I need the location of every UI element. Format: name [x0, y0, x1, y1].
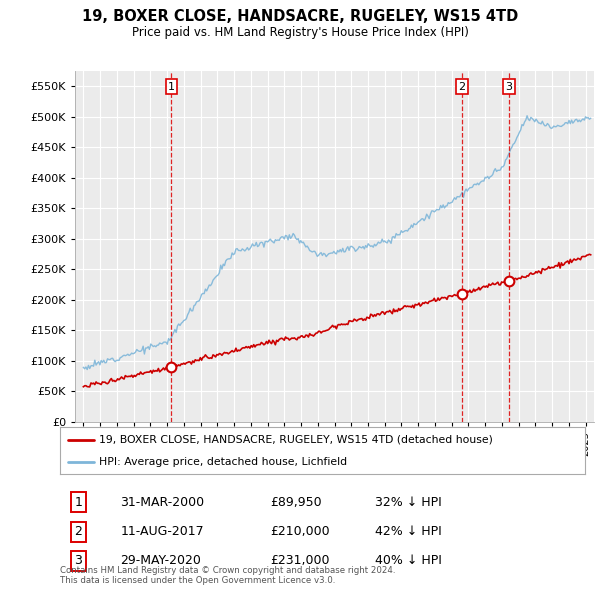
Text: 40% ↓ HPI: 40% ↓ HPI — [375, 555, 442, 568]
Text: Contains HM Land Registry data © Crown copyright and database right 2024.
This d: Contains HM Land Registry data © Crown c… — [60, 566, 395, 585]
Text: 19, BOXER CLOSE, HANDSACRE, RUGELEY, WS15 4TD (detached house): 19, BOXER CLOSE, HANDSACRE, RUGELEY, WS1… — [100, 435, 493, 445]
Text: £210,000: £210,000 — [270, 525, 329, 538]
Text: HPI: Average price, detached house, Lichfield: HPI: Average price, detached house, Lich… — [100, 457, 347, 467]
Text: 19, BOXER CLOSE, HANDSACRE, RUGELEY, WS15 4TD: 19, BOXER CLOSE, HANDSACRE, RUGELEY, WS1… — [82, 9, 518, 24]
Text: 1: 1 — [74, 496, 82, 509]
Text: 32% ↓ HPI: 32% ↓ HPI — [375, 496, 442, 509]
Text: 2: 2 — [74, 525, 82, 538]
Text: £89,950: £89,950 — [270, 496, 322, 509]
Text: 31-MAR-2000: 31-MAR-2000 — [121, 496, 205, 509]
Text: 3: 3 — [74, 555, 82, 568]
Text: £231,000: £231,000 — [270, 555, 329, 568]
Text: 3: 3 — [505, 81, 512, 91]
Text: 2: 2 — [458, 81, 466, 91]
Text: Price paid vs. HM Land Registry's House Price Index (HPI): Price paid vs. HM Land Registry's House … — [131, 26, 469, 39]
Text: 29-MAY-2020: 29-MAY-2020 — [121, 555, 201, 568]
Text: 11-AUG-2017: 11-AUG-2017 — [121, 525, 204, 538]
Text: 42% ↓ HPI: 42% ↓ HPI — [375, 525, 442, 538]
Text: 1: 1 — [168, 81, 175, 91]
